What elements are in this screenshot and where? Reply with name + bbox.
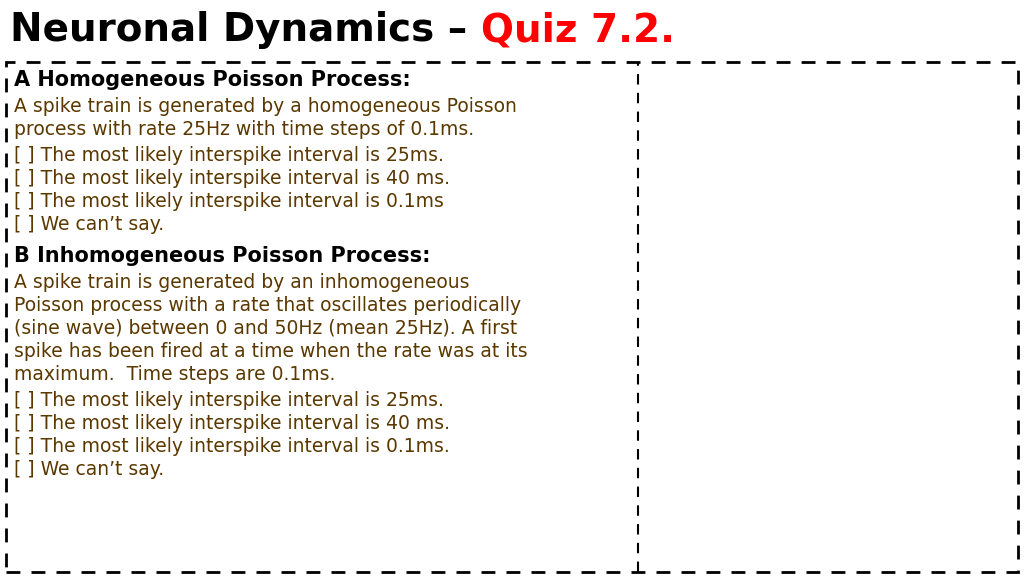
Text: [ ] The most likely interspike interval is 25ms.: [ ] The most likely interspike interval …: [14, 146, 443, 165]
Text: B Inhomogeneous Poisson Process:: B Inhomogeneous Poisson Process:: [14, 245, 430, 266]
Text: A spike train is generated by a homogeneous Poisson: A spike train is generated by a homogene…: [14, 97, 517, 116]
Text: (sine wave) between 0 and 50Hz (mean 25Hz). A first: (sine wave) between 0 and 50Hz (mean 25H…: [14, 319, 517, 338]
Text: [ ] The most likely interspike interval is 0.1ms: [ ] The most likely interspike interval …: [14, 192, 443, 211]
Text: [ ] We can’t say.: [ ] We can’t say.: [14, 460, 164, 479]
Text: A Homogeneous Poisson Process:: A Homogeneous Poisson Process:: [14, 70, 411, 90]
Text: [ ] The most likely interspike interval is 40 ms.: [ ] The most likely interspike interval …: [14, 414, 450, 433]
Text: Neuronal Dynamics –: Neuronal Dynamics –: [10, 12, 480, 50]
Text: maximum.  Time steps are 0.1ms.: maximum. Time steps are 0.1ms.: [14, 365, 336, 384]
Text: Quiz 7.2.: Quiz 7.2.: [480, 12, 675, 50]
Text: [ ] The most likely interspike interval is 25ms.: [ ] The most likely interspike interval …: [14, 391, 443, 410]
Text: A spike train is generated by an inhomogeneous: A spike train is generated by an inhomog…: [14, 272, 469, 291]
Text: [ ] The most likely interspike interval is 40 ms.: [ ] The most likely interspike interval …: [14, 169, 450, 188]
Text: [ ] We can’t say.: [ ] We can’t say.: [14, 215, 164, 234]
Text: Poisson process with a rate that oscillates periodically: Poisson process with a rate that oscilla…: [14, 295, 521, 314]
Text: process with rate 25Hz with time steps of 0.1ms.: process with rate 25Hz with time steps o…: [14, 120, 474, 139]
Text: [ ] The most likely interspike interval is 0.1ms.: [ ] The most likely interspike interval …: [14, 437, 450, 456]
Text: spike has been fired at a time when the rate was at its: spike has been fired at a time when the …: [14, 342, 527, 361]
